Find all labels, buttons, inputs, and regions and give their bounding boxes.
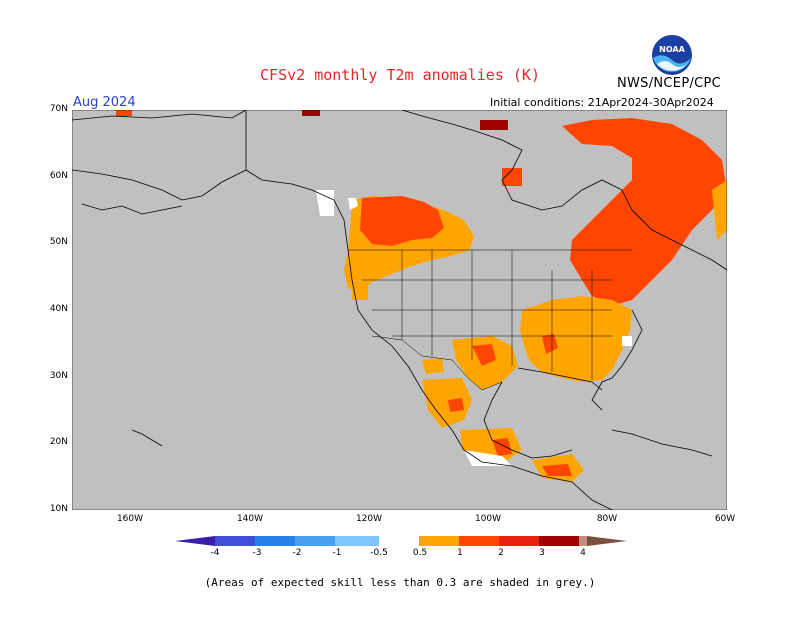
patch-white-4 (464, 450, 512, 466)
patch-yucatan-red (542, 464, 572, 476)
coast-gulf (517, 367, 603, 391)
colorbar-label: -0.5 (370, 548, 388, 558)
lon-label-160w: 160W (116, 514, 144, 524)
patch-mexico-n (422, 378, 472, 428)
patch-gulf-red (542, 334, 558, 354)
patch-mexico-red (448, 398, 464, 412)
patch-hudson (502, 168, 522, 186)
agency-label: NWS/NCEP/CPC (617, 76, 722, 91)
coast-pacific (245, 110, 613, 510)
lat-label-10n: 10N (49, 504, 68, 514)
coast-aleutians (81, 203, 183, 215)
lon-label-140w: 140W (236, 514, 264, 524)
colorbar-label: -3 (252, 548, 262, 558)
colorbar-segment (419, 536, 459, 546)
colorbar-segment (499, 536, 539, 546)
patch-pnw-s (352, 286, 368, 300)
colorbar-segment (335, 536, 379, 546)
colorbar-segment (215, 536, 255, 546)
colorbar-label: -1 (332, 548, 342, 558)
patch-texas-red (472, 344, 496, 366)
lat-label-70n: 70N (49, 104, 68, 114)
patch-quebec (562, 118, 727, 306)
skill-footnote: (Areas of expected skill less than 0.3 a… (204, 576, 596, 589)
patch-pnw-red (360, 196, 444, 246)
map-title: CFSv2 monthly T2m anomalies (K) (260, 66, 540, 84)
initial-conditions: Initial conditions: 21Apr2024-30Apr2024 (490, 96, 714, 109)
patch-white-1 (348, 198, 358, 210)
colorbar-left-arrow (175, 536, 215, 546)
colorbar-segment (295, 536, 335, 546)
colorbar (175, 536, 627, 546)
political-borders (348, 249, 632, 391)
coast-caribbean (611, 429, 713, 457)
patch-white-2 (316, 190, 334, 216)
coast-hudson (401, 110, 727, 271)
colorbar-label: 4 (580, 548, 586, 558)
coast-atlantic (591, 309, 643, 411)
patch-nm (422, 358, 444, 374)
colorbar-label: 0.5 (412, 548, 428, 558)
lon-label-80w: 80W (596, 514, 618, 524)
patch-white-3 (622, 336, 632, 346)
coast-hawaii (131, 429, 163, 447)
colorbar-segment (255, 536, 295, 546)
coast-mexico-gulf (483, 381, 573, 459)
logo-text: NOAA (659, 45, 685, 54)
coast-arctic (72, 110, 247, 121)
forecast-month: Aug 2024 (73, 95, 136, 110)
lat-label-30n: 30N (49, 371, 68, 381)
colorbar-right-arrow (587, 536, 627, 546)
lat-label-40n: 40N (49, 304, 68, 314)
patch-arctic-1 (302, 110, 320, 116)
colorbar-segment (579, 536, 587, 546)
colorbar-label: -4 (210, 548, 220, 558)
noaa-logo-icon: NOAA (652, 35, 692, 75)
lat-label-20n: 20N (49, 437, 68, 447)
lon-label-100w: 100W (474, 514, 502, 524)
patch-eastern-us (520, 296, 632, 382)
colorbar-label: 2 (498, 548, 504, 558)
colorbar-label: -2 (292, 548, 302, 558)
coast-alaska (72, 169, 247, 201)
colorbar-segment (379, 536, 419, 546)
lon-label-60w: 60W (714, 514, 736, 524)
colorbar-segment (459, 536, 499, 546)
colorbar-label: 3 (539, 548, 545, 558)
lon-label-120w: 120W (355, 514, 383, 524)
colorbar-label: 1 (457, 548, 463, 558)
patch-arctic-2 (480, 120, 508, 130)
border-states-ns (401, 250, 593, 380)
patch-newfoundland (712, 180, 727, 240)
lat-label-60n: 60N (49, 171, 68, 181)
colorbar-segment (539, 536, 579, 546)
anomaly-patches (116, 110, 727, 482)
lat-label-50n: 50N (49, 237, 68, 247)
patch-alaska-north (116, 110, 132, 116)
anomaly-map (72, 110, 727, 510)
coastlines (72, 110, 727, 510)
border-states-ew (362, 279, 612, 337)
